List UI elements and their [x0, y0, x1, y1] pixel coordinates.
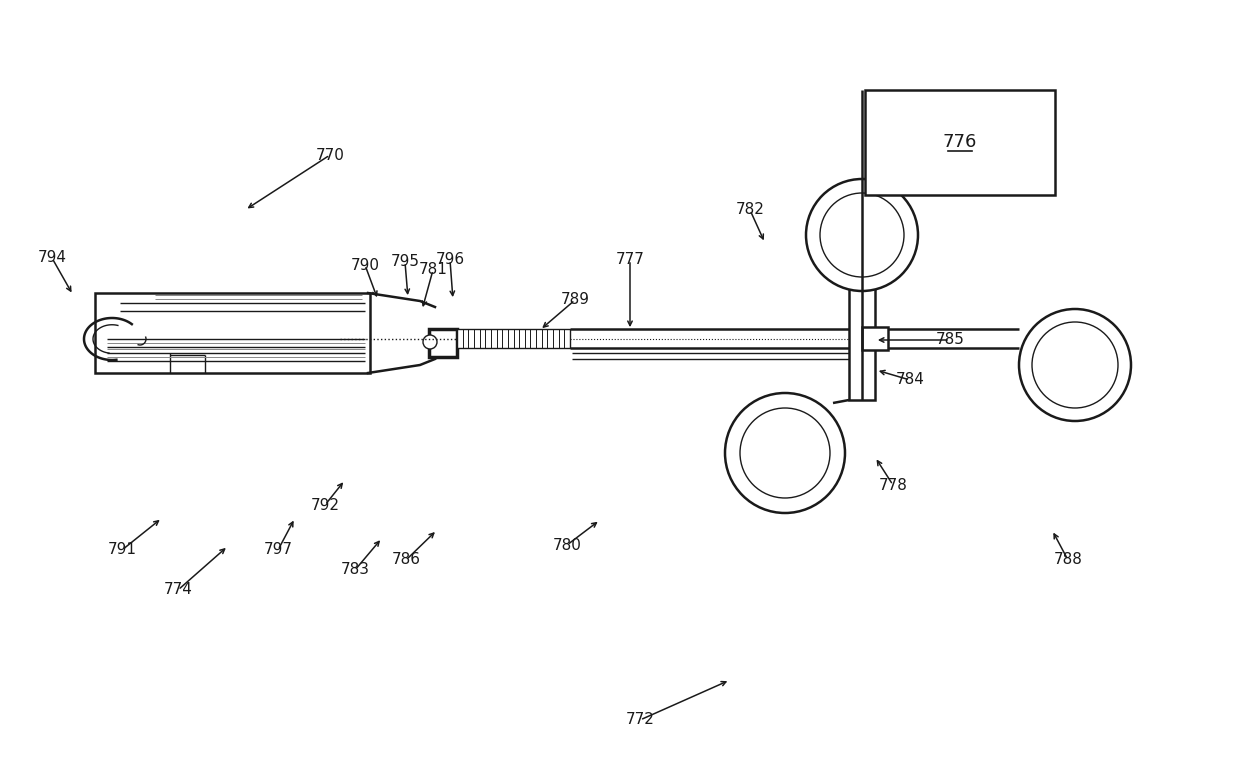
Text: 772: 772	[625, 713, 655, 727]
Bar	[458, 329, 570, 348]
Bar	[866, 90, 1055, 195]
Text: 797: 797	[263, 542, 293, 558]
Text: 790: 790	[351, 257, 379, 273]
Bar	[849, 285, 875, 400]
Text: 776: 776	[942, 133, 977, 151]
Circle shape	[725, 393, 844, 513]
Circle shape	[423, 335, 436, 349]
Circle shape	[1032, 322, 1118, 408]
Text: 782: 782	[735, 203, 764, 217]
Text: 780: 780	[553, 538, 582, 552]
Text: 789: 789	[560, 293, 589, 307]
Text: 794: 794	[37, 250, 67, 266]
Bar	[95, 293, 370, 373]
Text: 783: 783	[341, 562, 370, 578]
Circle shape	[820, 193, 904, 277]
Text: 796: 796	[435, 253, 465, 267]
Text: 777: 777	[615, 253, 645, 267]
Circle shape	[740, 408, 830, 498]
Circle shape	[1019, 309, 1131, 421]
Text: 770: 770	[315, 147, 345, 163]
Circle shape	[806, 179, 918, 291]
Text: 774: 774	[164, 582, 192, 598]
Text: 788: 788	[1054, 552, 1083, 568]
Text: 792: 792	[310, 498, 340, 512]
Text: 784: 784	[895, 372, 925, 388]
Bar	[862, 327, 888, 350]
Text: 778: 778	[879, 478, 908, 492]
Bar	[429, 329, 458, 357]
Text: 786: 786	[392, 552, 420, 568]
Text: 781: 781	[419, 263, 448, 277]
Text: 785: 785	[935, 333, 965, 347]
Text: 795: 795	[391, 254, 419, 270]
Text: 791: 791	[108, 542, 136, 558]
